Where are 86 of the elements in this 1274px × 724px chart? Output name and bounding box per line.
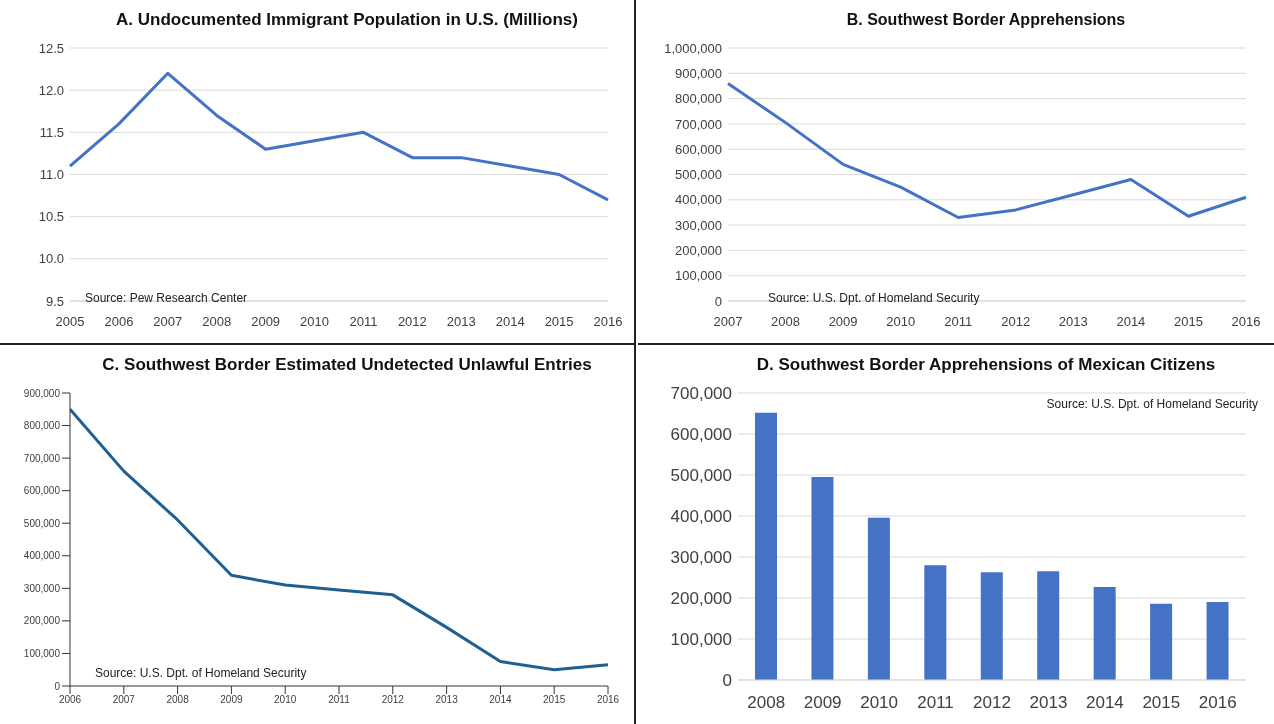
y-tick-label: 11.5 — [39, 124, 64, 140]
y-tick-label: 900,000 — [23, 387, 61, 399]
x-tick-label: 2015 — [1142, 693, 1181, 713]
annotation: Source: U.S. Dpt. of Homeland Security — [1046, 397, 1258, 411]
x-tick-label: 2015 — [544, 314, 574, 330]
chart-title: B. Southwest Border Apprehensions — [845, 10, 1127, 30]
y-tick-label: 700,000 — [670, 384, 732, 404]
x-tick-label: 2008 — [166, 694, 190, 706]
x-tick-label: 2014 — [1085, 693, 1124, 713]
y-tick-label: 600,000 — [670, 425, 732, 445]
x-tick-label: 2011 — [328, 694, 351, 706]
y-tick-label: 500,000 — [675, 167, 722, 183]
x-tick-label: 2013 — [446, 314, 476, 330]
x-tick-label: 2014 — [1116, 314, 1146, 330]
x-tick-label: 2007 — [112, 694, 136, 706]
y-tick-label: 12.5 — [38, 40, 64, 56]
x-tick-label: 2016 — [593, 314, 623, 330]
y-tick-label: 12.0 — [38, 82, 64, 98]
y-tick-label: 800,000 — [23, 420, 61, 432]
x-tick-label: 2016 — [1231, 314, 1261, 330]
y-tick-label: 11.0 — [39, 167, 64, 183]
y-tick-label: 500,000 — [23, 517, 61, 529]
x-tick-label: 2010 — [300, 314, 330, 330]
annotation: Source: U.S. Dpt. of Homeland Security — [768, 291, 980, 305]
x-tick-label: 2010 — [274, 694, 297, 706]
x-tick-label: 2012 — [1001, 314, 1031, 330]
y-tick-label: 200,000 — [675, 243, 722, 259]
x-tick-label: 2011 — [349, 314, 378, 330]
y-tick-label: 800,000 — [675, 91, 722, 107]
x-tick-label: 2005 — [55, 314, 85, 330]
x-tick-label: 2009 — [828, 314, 858, 330]
y-tick-label: 700,000 — [23, 452, 61, 464]
x-tick-label: 2006 — [104, 314, 134, 330]
x-tick-label: 2008 — [747, 693, 786, 713]
y-tick-label: 0 — [714, 293, 722, 309]
chart-title: A. Undocumented Immigrant Population in U.S. (Millions) — [115, 9, 579, 31]
x-tick-label: 2007 — [153, 314, 183, 330]
x-tick-label: 2013 — [1029, 693, 1068, 713]
x-tick-label: 2015 — [543, 694, 566, 706]
y-tick-label: 400,000 — [675, 192, 722, 208]
y-tick-label: 600,000 — [675, 141, 722, 157]
x-tick-label: 2013 — [1058, 314, 1088, 330]
y-tick-label: 200,000 — [670, 589, 732, 609]
y-tick-label: 500,000 — [670, 466, 732, 486]
y-tick-label: 0 — [722, 671, 732, 691]
x-tick-label: 2016 — [1198, 693, 1237, 713]
y-tick-label: 0 — [54, 680, 61, 692]
x-tick-label: 2012 — [381, 694, 405, 706]
x-tick-label: 2014 — [495, 314, 525, 330]
x-tick-label: 2009 — [220, 694, 243, 706]
x-tick-label: 2012 — [973, 693, 1011, 713]
x-tick-label: 2011 — [944, 314, 973, 330]
y-tick-label: 100,000 — [670, 630, 732, 650]
x-tick-label: 2008 — [771, 314, 801, 330]
y-tick-label: 10.0 — [38, 251, 64, 267]
x-tick-label: 2007 — [713, 314, 743, 330]
y-tick-label: 200,000 — [23, 615, 61, 627]
x-tick-label: 2009 — [803, 693, 842, 713]
x-tick-label: 2013 — [435, 694, 459, 706]
x-tick-label: 2009 — [251, 314, 281, 330]
y-tick-label: 400,000 — [670, 507, 732, 527]
x-tick-label: 2015 — [1173, 314, 1203, 330]
annotation: Source: Pew Research Center — [85, 291, 248, 305]
y-tick-label: 700,000 — [675, 116, 722, 132]
x-tick-label: 2008 — [202, 314, 232, 330]
y-tick-label: 9.5 — [45, 293, 64, 309]
x-tick-label: 2010 — [860, 693, 899, 713]
y-tick-label: 900,000 — [675, 65, 722, 81]
y-tick-label: 1,000,000 — [664, 40, 722, 56]
y-tick-label: 100,000 — [23, 647, 61, 659]
x-tick-label: 2010 — [886, 314, 916, 330]
y-tick-label: 400,000 — [23, 550, 61, 562]
y-tick-label: 600,000 — [23, 485, 61, 497]
chart-title: C. Southwest Border Estimated Undetected Unlawful Entries — [101, 354, 593, 376]
annotation: Source: U.S. Dpt. of Homeland Security — [95, 666, 307, 680]
y-tick-label: 100,000 — [675, 268, 722, 284]
x-tick-label: 2006 — [58, 694, 82, 706]
x-tick-label: 2011 — [917, 693, 954, 713]
y-tick-label: 300,000 — [23, 582, 61, 594]
x-tick-label: 2016 — [596, 694, 620, 706]
x-tick-label: 2012 — [397, 314, 427, 330]
chart-title: D. Southwest Border Apprehensions of Mexican Citizens — [755, 354, 1217, 376]
y-tick-label: 300,000 — [670, 548, 732, 568]
x-tick-label: 2014 — [489, 694, 512, 706]
y-tick-label: 10.5 — [38, 209, 64, 225]
y-tick-label: 300,000 — [675, 217, 722, 233]
